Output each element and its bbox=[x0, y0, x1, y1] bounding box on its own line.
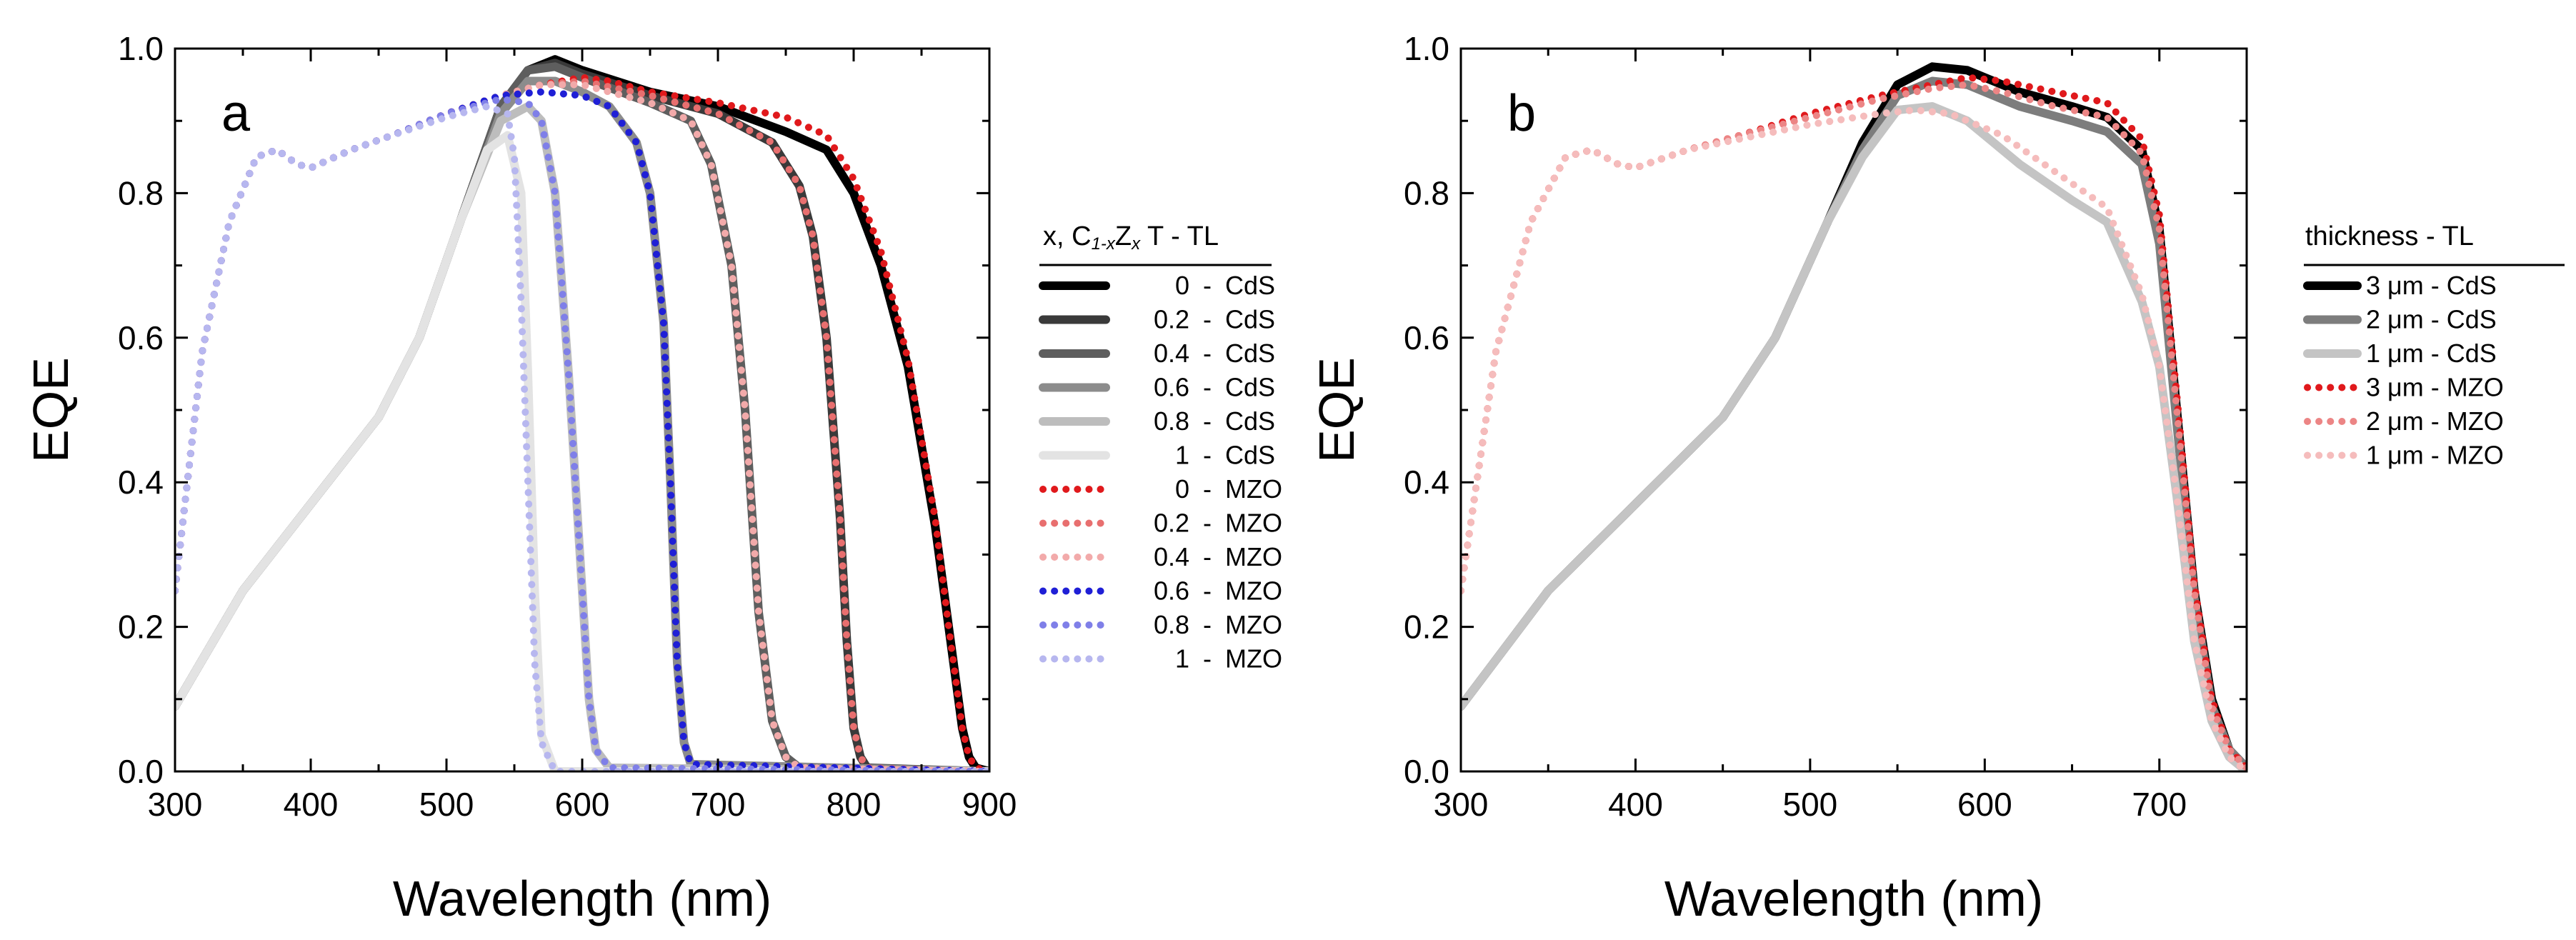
legend-dash: - bbox=[1203, 305, 1212, 334]
x-tick-label: 500 bbox=[419, 786, 474, 823]
x-tick-label: 300 bbox=[1434, 786, 1489, 823]
y-axis-title: EQE bbox=[23, 357, 79, 463]
series-line-3 bbox=[1461, 102, 2247, 771]
legend-label: 1 μm - MZO bbox=[2366, 441, 2504, 470]
legend-tl-label: CdS bbox=[1225, 305, 1275, 334]
panel-a: 300 400 500 600 700 800 900 0.0 0.2 0.4 0.6 0.8 1.0 W… bbox=[23, 30, 1282, 926]
legend-dash: - bbox=[1203, 474, 1212, 504]
series-line-2 bbox=[175, 59, 989, 771]
x-tick-label: 700 bbox=[2132, 786, 2187, 823]
legend-tl-label: MZO bbox=[1225, 542, 1282, 571]
x-axis-title: Wavelength (nm) bbox=[1664, 871, 2043, 926]
series-line-7 bbox=[175, 74, 989, 771]
x-tick-label: 600 bbox=[555, 786, 610, 823]
legend-tl-label: MZO bbox=[1225, 644, 1282, 674]
legend-x-value: 0 bbox=[1175, 474, 1189, 504]
panel-label: b bbox=[1507, 85, 1536, 142]
series-line-5 bbox=[175, 102, 989, 771]
legend-x-value: 0.2 bbox=[1154, 305, 1189, 334]
y-tick-label: 0.6 bbox=[118, 319, 164, 356]
x-tick-label: 800 bbox=[827, 786, 882, 823]
plot-frame bbox=[174, 47, 991, 773]
x-tick-label: 400 bbox=[1608, 786, 1663, 823]
legend-label: 2 μm - CdS bbox=[2366, 305, 2497, 334]
y-tick-label: 0.0 bbox=[1404, 753, 1449, 790]
legend-tl-label: CdS bbox=[1225, 339, 1275, 368]
legend-dash: - bbox=[1203, 576, 1212, 606]
series-line-3 bbox=[175, 62, 989, 771]
legend-tl-label: MZO bbox=[1225, 509, 1282, 538]
legend-label: 2 μm - MZO bbox=[2366, 406, 2504, 436]
legend-tl-label: CdS bbox=[1225, 373, 1275, 402]
x-tick-label: 900 bbox=[962, 786, 1017, 823]
x-tick-label: 600 bbox=[1957, 786, 2012, 823]
panel-b: 300 400 500 600 700 0.0 0.2 0.4 0.6 0.8 1.0 Wavelen… bbox=[1309, 30, 2565, 926]
legend-x-value: 1 bbox=[1175, 644, 1189, 674]
series-line-11 bbox=[175, 95, 989, 771]
legend-dash: - bbox=[1203, 339, 1212, 368]
y-tick-label: 0.4 bbox=[1404, 464, 1449, 501]
legend-x-value: 0 bbox=[1175, 271, 1189, 300]
legend-dash: - bbox=[1203, 644, 1212, 674]
series-line-1 bbox=[175, 55, 989, 771]
y-tick-label: 1.0 bbox=[1404, 30, 1449, 67]
legend-label: 1 μm - CdS bbox=[2366, 339, 2497, 368]
legend-dash: - bbox=[1203, 610, 1212, 639]
legend-x-value: 0.2 bbox=[1154, 509, 1189, 538]
panel-label: a bbox=[221, 85, 251, 142]
legend-tl-label: CdS bbox=[1225, 406, 1275, 436]
y-tick-label: 0.2 bbox=[118, 609, 164, 646]
y-tick-label: 0.0 bbox=[118, 753, 164, 790]
series-line-9 bbox=[175, 81, 989, 771]
legend-x-value: 0.6 bbox=[1154, 576, 1189, 606]
legend-label: 3 μm - MZO bbox=[2366, 373, 2504, 402]
legend-dash: - bbox=[1203, 542, 1212, 571]
series-line-4 bbox=[175, 76, 989, 771]
x-tick-label: 400 bbox=[284, 786, 339, 823]
x-tick-label: 700 bbox=[691, 786, 746, 823]
series-line-5 bbox=[1461, 81, 2247, 771]
series-line-6 bbox=[1461, 106, 2247, 771]
legend-x-value: 0.6 bbox=[1154, 373, 1189, 402]
legend-tl-label: CdS bbox=[1225, 271, 1275, 300]
series-line-12 bbox=[175, 103, 989, 771]
legend: thickness - TL 3 μm - CdS 2 μm - CdS 1 μm -… bbox=[2303, 221, 2565, 470]
y-axis-title: EQE bbox=[1309, 357, 1364, 463]
series-group bbox=[175, 55, 989, 771]
y-tick-label: 0.8 bbox=[1404, 174, 1449, 211]
y-tick-label: 1.0 bbox=[118, 30, 164, 67]
y-tick-label: 0.4 bbox=[118, 464, 164, 501]
x-axis-title: Wavelength (nm) bbox=[393, 871, 772, 926]
legend-dash: - bbox=[1203, 373, 1212, 402]
legend-tl-label: CdS bbox=[1225, 441, 1275, 470]
legend-tl-label: MZO bbox=[1225, 474, 1282, 504]
legend-dash: - bbox=[1203, 406, 1212, 436]
legend-tl-label: MZO bbox=[1225, 610, 1282, 639]
legend-x-value: 0.4 bbox=[1154, 339, 1189, 368]
legend-dash: - bbox=[1203, 509, 1212, 538]
series-line-10 bbox=[175, 88, 989, 771]
y-tick-label: 0.2 bbox=[1404, 609, 1449, 646]
series-line-2 bbox=[1461, 76, 2247, 771]
legend-title: x, C1-xZx T - TL bbox=[1043, 221, 1219, 254]
x-tick-label: 500 bbox=[1783, 786, 1838, 823]
y-tick-label: 0.8 bbox=[118, 174, 164, 211]
legend-x-value: 0.8 bbox=[1154, 406, 1189, 436]
legend-tl-label: MZO bbox=[1225, 576, 1282, 606]
series-line-8 bbox=[175, 77, 989, 771]
x-tick-label: 300 bbox=[148, 786, 203, 823]
legend-x-value: 0.8 bbox=[1154, 610, 1189, 639]
legend-dash: - bbox=[1203, 271, 1212, 300]
legend-x-value: 1 bbox=[1175, 441, 1189, 470]
legend-label: 3 μm - CdS bbox=[2366, 271, 2497, 300]
legend-x-value: 0.4 bbox=[1154, 542, 1189, 571]
legend-dash: - bbox=[1203, 441, 1212, 470]
series-group bbox=[1461, 62, 2247, 771]
y-tick-label: 0.6 bbox=[1404, 319, 1449, 356]
legend-title: thickness - TL bbox=[2305, 221, 2474, 251]
